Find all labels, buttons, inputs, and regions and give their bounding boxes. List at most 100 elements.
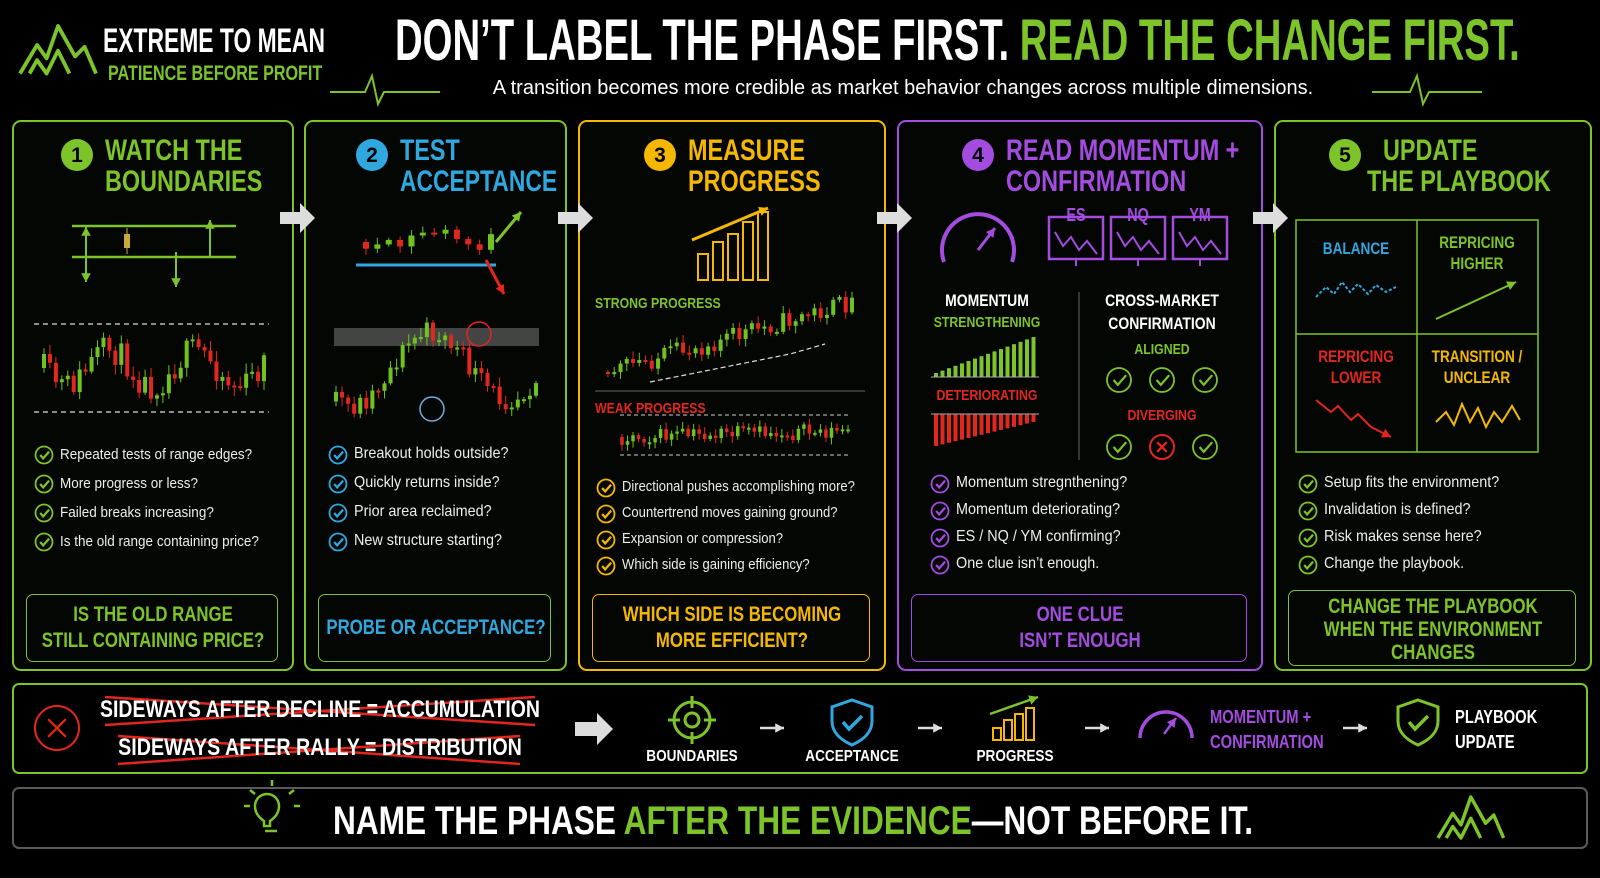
candle (829, 427, 834, 438)
checklist-item: New structure starting? (354, 532, 503, 550)
checklist-item: Change the playbook. (1324, 555, 1465, 573)
process-label: PLAYBOOK (1455, 707, 1538, 727)
candle (846, 429, 850, 432)
momentum-bar (1005, 346, 1010, 377)
callout-box (26, 594, 278, 662)
candle (653, 437, 657, 443)
candle (656, 358, 661, 369)
step-panel: 2 TEST ACCEPTANCE Breakout holds outside? Qu… (304, 120, 567, 671)
candle (824, 314, 829, 319)
step-illustration: 5 (1295, 139, 1539, 575)
footer-message: NAME THE PHASE AFTER THE EVIDENCE—NOT BE… (333, 801, 1253, 841)
candle (768, 326, 773, 333)
check-icon (596, 556, 616, 576)
icon-bar (757, 211, 769, 281)
process-label: BOUNDARIES (646, 748, 738, 765)
momentum-bar (999, 414, 1003, 430)
candle (408, 235, 415, 247)
candle (649, 360, 654, 369)
momentum-bar (960, 363, 964, 377)
checklist-item: Momentum stregnthening? (956, 474, 1128, 492)
step-title: READ MOMENTUM + (1006, 134, 1240, 167)
candle (476, 244, 483, 250)
candle (424, 322, 429, 338)
callout-text: ONE CLUE (1036, 603, 1124, 626)
regime-line (1315, 399, 1372, 428)
trend-line (649, 343, 826, 383)
callout-text: CHANGE THE PLAYBOOK (1328, 594, 1538, 618)
momentum-bar (992, 414, 997, 432)
check-icon (1298, 555, 1318, 575)
candle (686, 428, 690, 436)
candle (491, 386, 496, 389)
step-panel: 1 WATCH THE BOUNDARIES Repeated tests of ra… (12, 120, 294, 671)
check-icon (328, 445, 348, 465)
candle (125, 343, 130, 377)
regime-label: REPRICING (1439, 233, 1515, 252)
step-title: BOUNDARIES (105, 165, 263, 198)
candle (101, 337, 106, 348)
candle (774, 432, 779, 437)
momentum-bar (986, 414, 990, 434)
check-mark (935, 479, 946, 490)
candle (370, 390, 375, 409)
tagline: PATIENCE BEFORE PROFIT (108, 62, 323, 85)
candle (662, 347, 667, 359)
step-number: 2 (366, 144, 378, 167)
candle (208, 350, 213, 362)
step-panel: 5 UPDATE THE PLAYBOOK Setup fits the enviro… (1274, 120, 1592, 671)
candle (835, 427, 839, 431)
candle (376, 390, 381, 393)
candle (119, 343, 124, 365)
market-label: ES (1066, 205, 1086, 225)
highlight (419, 396, 445, 422)
candle (642, 439, 646, 443)
candle (813, 432, 817, 435)
candle (681, 342, 686, 353)
step-title: CONFIRMATION (1006, 165, 1187, 198)
arrow-head (205, 220, 215, 229)
candle (769, 432, 773, 437)
check-icon (34, 532, 54, 552)
candle (449, 335, 454, 349)
footer-accent: AFTER THE EVIDENCE (623, 799, 972, 843)
process-label: PROGRESS (976, 748, 1054, 765)
momentum-bar (1018, 414, 1023, 426)
step-number: 3 (654, 144, 666, 167)
logo (18, 24, 98, 76)
market-label: NQ (1127, 205, 1149, 225)
step-number: 5 (1339, 144, 1351, 167)
candle (178, 367, 183, 379)
candle (680, 428, 685, 432)
regime-label: HIGHER (1450, 254, 1504, 273)
regime-line (1435, 401, 1521, 430)
candle (154, 395, 159, 399)
candle (202, 347, 207, 351)
candle (850, 297, 854, 313)
momentum-bar (953, 365, 958, 377)
progress-label: STRONG PROGRESS (595, 295, 721, 312)
step-title: TEST (400, 134, 460, 167)
candle (731, 327, 736, 334)
checklist-item: Expansion or compression? (622, 531, 784, 548)
check-mark (39, 508, 50, 519)
myth-bar (12, 683, 1588, 774)
candle (818, 429, 823, 433)
step-title: MEASURE (688, 134, 806, 167)
candle (840, 429, 845, 432)
candle (647, 442, 652, 445)
checklist-item: Countertrend moves gaining ground? (622, 505, 838, 522)
cross-market-title: CONFIRMATION (1108, 314, 1216, 333)
regime-line (1315, 280, 1397, 298)
regime-label: LOWER (1330, 368, 1382, 387)
candle (780, 435, 784, 438)
momentum-bar (966, 361, 971, 377)
candle (697, 429, 701, 434)
arrow-head (495, 284, 505, 294)
candle (149, 376, 154, 399)
candle (736, 426, 740, 437)
callout-box (1288, 590, 1576, 666)
footer-tail: —NOT BEFORE IT. (971, 799, 1254, 843)
candle (465, 238, 472, 245)
progress-label: WEAK PROGRESS (595, 400, 706, 417)
